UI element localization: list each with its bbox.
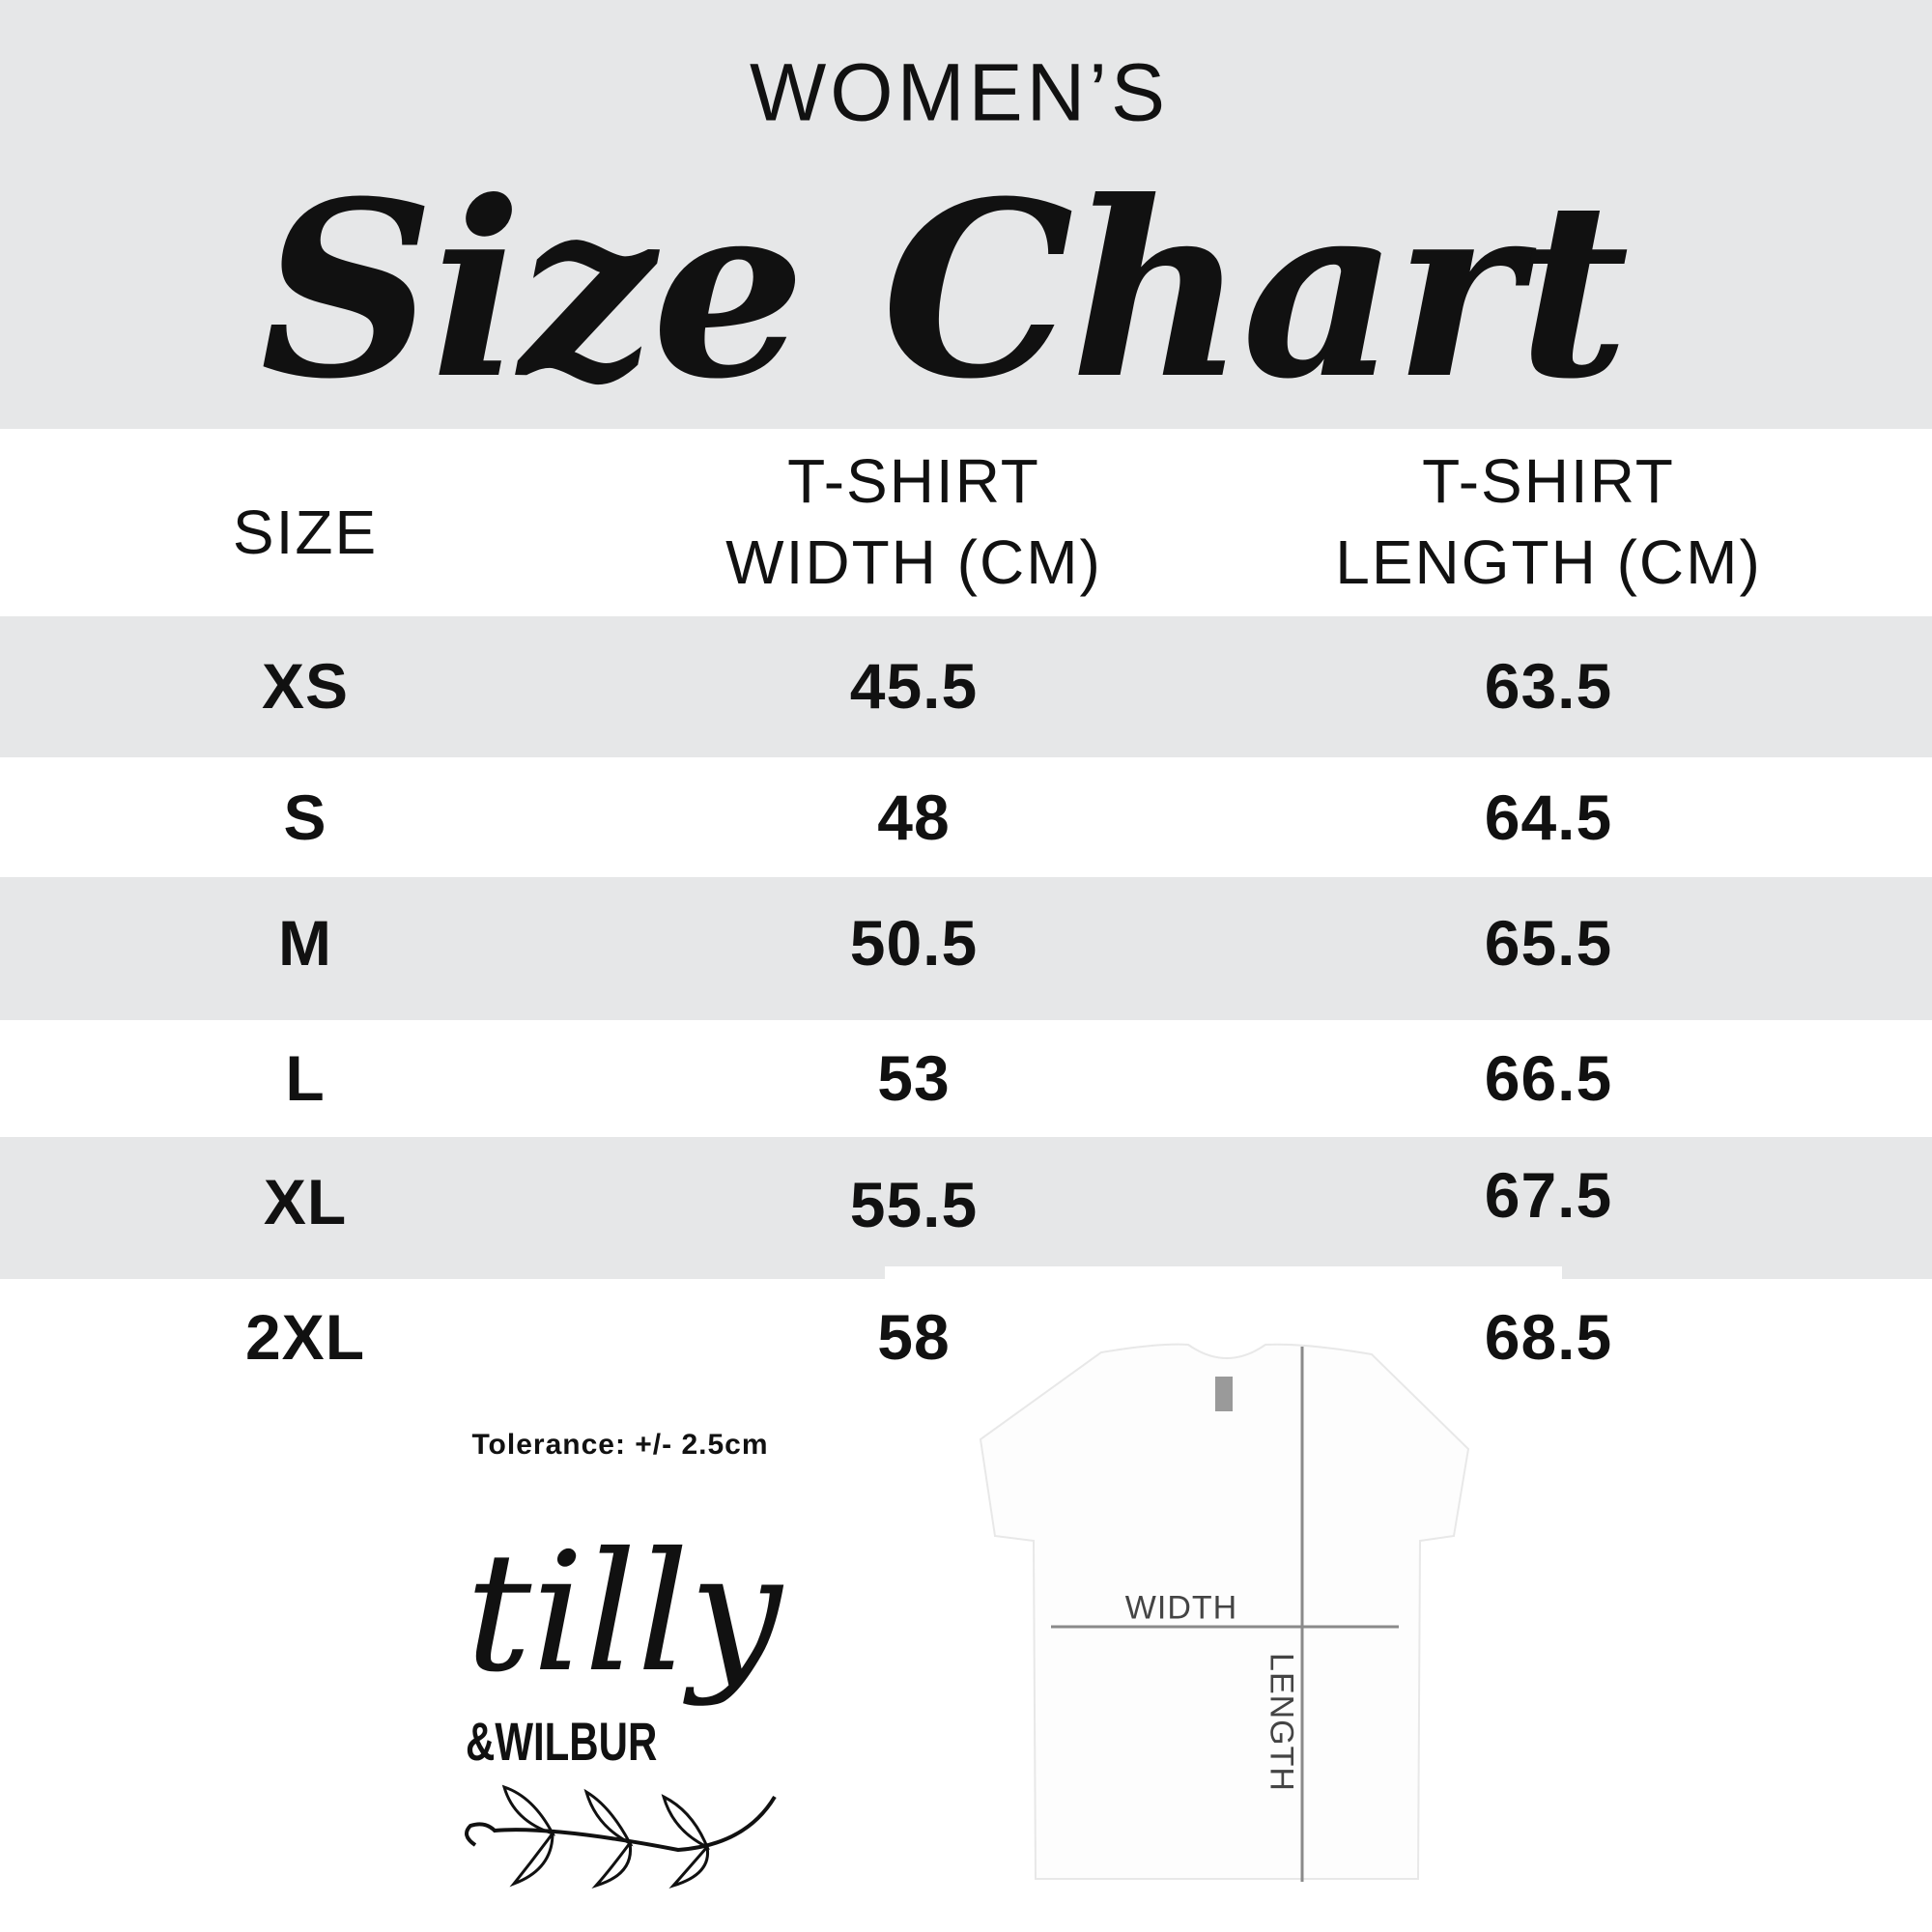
col-header-width-line2: WIDTH (CM) (725, 527, 1102, 597)
col-header-size: SIZE (232, 497, 379, 567)
title-womens: WOMEN’S (750, 46, 1169, 138)
tag (1215, 1377, 1233, 1411)
cell-size: 2XL (244, 1301, 366, 1373)
brand-logo: tilly &WILBUR (456, 1518, 794, 1889)
logo-text-tilly: tilly (466, 1518, 782, 1709)
cell-size: L (285, 1042, 326, 1114)
tolerance-note: Tolerance: +/- 2.5cm (471, 1429, 769, 1461)
cell-length: 65.5 (1484, 907, 1613, 979)
row-band-xl (0, 1137, 1932, 1279)
cell-width: 45.5 (849, 650, 979, 722)
cell-size: S (283, 781, 327, 853)
row-band-m (0, 877, 1932, 1020)
col-header-width: T-SHIRT WIDTH (CM) (725, 440, 1102, 603)
col-header-width-line1: T-SHIRT (787, 446, 1040, 516)
col-header-length-line1: T-SHIRT (1422, 446, 1675, 516)
cell-width: 53 (877, 1042, 951, 1114)
length-label: LENGTH (1263, 1653, 1300, 1792)
header-band (0, 0, 1932, 429)
cell-width: 58 (877, 1301, 951, 1373)
width-label: WIDTH (1124, 1589, 1238, 1627)
cell-length: 66.5 (1484, 1042, 1613, 1114)
cell-size: XS (261, 650, 350, 722)
cell-length: 67.5 (1484, 1159, 1613, 1231)
cell-width: 48 (877, 781, 951, 853)
cell-length: 63.5 (1484, 650, 1613, 722)
tshirt-diagram (979, 1343, 1470, 1882)
col-header-length: T-SHIRT LENGTH (CM) (1335, 440, 1762, 603)
band-notch (885, 1266, 1562, 1280)
cell-size: M (278, 907, 332, 979)
logo-text-wilbur: &WILBUR (466, 1711, 658, 1772)
row-band-xs (0, 616, 1932, 757)
tshirt-shape (979, 1343, 1470, 1880)
col-header-length-line2: LENGTH (CM) (1335, 527, 1762, 597)
cell-size: XL (263, 1166, 348, 1237)
title-size-chart: Size Chart (260, 148, 1629, 432)
cell-width: 50.5 (849, 907, 979, 979)
leaf-branch-icon (465, 1784, 777, 1889)
cell-length: 68.5 (1484, 1301, 1613, 1373)
cell-width: 55.5 (849, 1169, 979, 1240)
cell-length: 64.5 (1484, 781, 1613, 853)
